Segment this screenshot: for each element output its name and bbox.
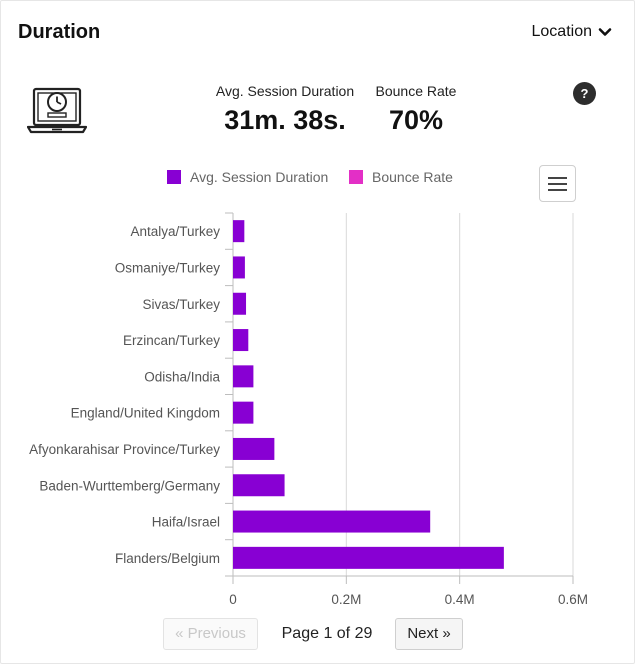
category-label: Odisha/India [144, 369, 220, 384]
location-dropdown[interactable]: Location [532, 23, 613, 41]
legend-item-session[interactable]: Avg. Session Duration [167, 169, 328, 185]
bar-session [233, 365, 254, 388]
x-tick-label: 0.6M [558, 592, 588, 607]
bar-session [233, 437, 275, 460]
x-tick-label: 0.4M [445, 592, 475, 607]
bar-session [233, 329, 249, 352]
bar-session [233, 292, 247, 315]
category-label: Baden-Wurttemberg/Germany [39, 478, 220, 493]
next-page-button[interactable]: Next » [395, 618, 463, 650]
metric-label: Avg. Session Duration [215, 83, 355, 99]
bar-session [233, 474, 285, 497]
chevron-down-icon [598, 28, 612, 36]
pagination: « Previous Page 1 of 29 Next » [1, 618, 635, 650]
bar-session [233, 510, 431, 533]
chart-menu-button[interactable] [539, 165, 576, 202]
legend-label: Avg. Session Duration [190, 169, 329, 185]
category-label: Antalya/Turkey [130, 224, 220, 239]
bar-chart: Antalya/Turkey Osmaniye/Turkey Sivas/Turke… [29, 212, 588, 607]
card-title: Duration [18, 21, 101, 43]
hamburger-menu-icon [548, 188, 567, 191]
location-label: Location [531, 23, 593, 40]
bar-session [233, 546, 504, 569]
category-label: Sivas/Turkey [142, 297, 220, 312]
legend-label: Bounce Rate [372, 169, 453, 185]
metric-value: 31m. 38s. [224, 105, 346, 135]
legend-swatch [167, 170, 181, 184]
laptop-clock-icon [27, 87, 87, 134]
category-label: Afyonkarahisar Province/Turkey [29, 442, 220, 457]
metric-label: Bounce Rate [375, 83, 457, 99]
category-label: Flanders/Belgium [115, 551, 220, 566]
bar-session [233, 401, 254, 424]
bar-session [233, 256, 245, 279]
x-tick-label: 0.2M [331, 592, 361, 607]
legend-item-bounce[interactable]: Bounce Rate [349, 169, 453, 185]
category-label: Erzincan/Turkey [123, 333, 220, 348]
metric-bounce-rate: Bounce Rate 70% [373, 83, 459, 136]
hamburger-menu-icon [548, 176, 567, 179]
bar-session [233, 220, 245, 243]
category-label: England/United Kingdom [71, 406, 220, 421]
category-label: Haifa/Israel [152, 515, 220, 530]
help-icon[interactable]: ? [573, 82, 596, 105]
hamburger-menu-icon [548, 182, 567, 185]
metric-value: 70% [388, 105, 444, 135]
previous-page-button[interactable]: « Previous [163, 618, 258, 650]
x-tick-label: 0 [229, 592, 237, 607]
metric-avg-session: Avg. Session Duration 31m. 38s. [213, 83, 357, 136]
category-label: Osmaniye/Turkey [115, 260, 221, 275]
page-info: Page 1 of 29 [281, 625, 373, 642]
legend-swatch [349, 170, 363, 184]
